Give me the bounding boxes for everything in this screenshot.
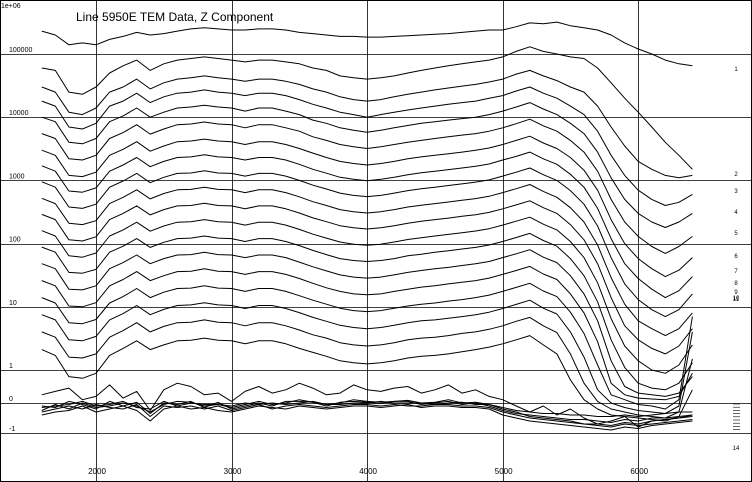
y-tick-label: 10 xyxy=(9,300,17,307)
series-line-25 xyxy=(41,404,693,431)
series-line-10 xyxy=(41,184,693,337)
series-line-11 xyxy=(41,200,693,355)
series-line-6 xyxy=(41,118,693,254)
y-tick-label: 100 xyxy=(9,237,21,244)
y-tick-label: 1 xyxy=(9,363,13,370)
series-line-12 xyxy=(41,216,693,374)
channel-label: 6 xyxy=(734,254,738,260)
channel-label: 10 xyxy=(733,296,740,302)
series-line-17 xyxy=(41,299,693,414)
series-line-23 xyxy=(41,400,693,417)
channel-label: 3 xyxy=(734,189,738,195)
x-tick-labels: 2000 3000 4000 5000 6000 xyxy=(88,467,649,476)
series-line-22 xyxy=(41,400,693,423)
x-tick-label: 4000 xyxy=(359,467,377,476)
series-line-1 xyxy=(41,21,693,67)
channel-label: 14 xyxy=(733,446,740,452)
channel-label: 5 xyxy=(734,231,738,237)
x-tick-label: 3000 xyxy=(224,467,242,476)
x-tick-label: 6000 xyxy=(630,467,648,476)
x-tick-label: 5000 xyxy=(495,467,513,476)
data-series xyxy=(41,21,693,431)
series-line-16 xyxy=(41,282,693,410)
series-line-14 xyxy=(41,249,693,397)
y-tick-label: 1000 xyxy=(9,173,25,180)
x-tick-label: 2000 xyxy=(88,467,106,476)
series-line-13 xyxy=(41,232,693,391)
y-tick-label: 0 xyxy=(9,396,13,403)
y-tick-label: -1 xyxy=(9,426,15,433)
y-tick-label: 10000 xyxy=(9,110,29,117)
series-line-9 xyxy=(41,167,693,318)
series-line-15 xyxy=(41,265,693,401)
series-line-20 xyxy=(41,382,693,428)
series-line-5 xyxy=(41,102,693,228)
y-tick-label: 100000 xyxy=(9,47,32,54)
channel-label: 8 xyxy=(734,281,738,287)
channel-label: 9 xyxy=(734,290,738,296)
chart-title: Line 5950E TEM Data, Z Component xyxy=(76,10,274,24)
channel-label: 2 xyxy=(734,172,738,178)
y-tick-label-top: 1e+06 xyxy=(1,3,21,10)
series-line-4 xyxy=(41,86,693,206)
channel-label: 1 xyxy=(734,67,738,73)
series-line-24 xyxy=(41,404,693,426)
series-line-19 xyxy=(41,335,693,422)
series-line-7 xyxy=(41,135,693,278)
series-line-8 xyxy=(41,151,693,299)
channel-label: 4 xyxy=(734,210,738,216)
series-line-3 xyxy=(41,69,693,179)
channel-label: 7 xyxy=(734,269,738,275)
series-line-18 xyxy=(41,316,693,419)
series-line-2 xyxy=(41,46,693,170)
channel-label: 11 xyxy=(733,297,740,303)
